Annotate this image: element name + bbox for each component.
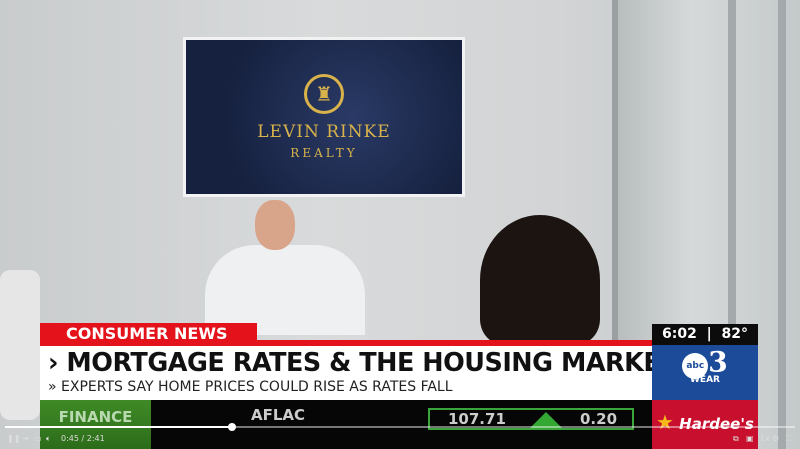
stock-ticker: AFLAC 107.71 0.20 xyxy=(151,400,652,449)
speed-button[interactable]: 1x xyxy=(760,434,770,443)
captions-icon[interactable]: ▣ xyxy=(746,434,754,443)
station-logo: abc 3 WEAR xyxy=(652,345,758,400)
interviewee xyxy=(200,195,370,335)
cast-icon[interactable]: ▭ xyxy=(34,434,42,443)
up-arrow-icon xyxy=(530,412,562,428)
tv-brand-1: LEVIN RINKE xyxy=(257,122,391,142)
pip-icon[interactable]: ⧉ xyxy=(733,434,739,443)
abc-logo-icon: abc xyxy=(682,353,709,379)
settings-icon[interactable]: ⚙ xyxy=(772,434,780,443)
stock-quote: 107.71 0.20 xyxy=(428,408,634,430)
callsign: WEAR xyxy=(690,375,720,385)
progress-bar[interactable] xyxy=(5,423,795,431)
skip-icon[interactable]: ⇥ xyxy=(22,434,29,443)
ticker-company: AFLAC xyxy=(251,406,306,424)
wall-tv: ♜ LEVIN RINKE REALTY xyxy=(183,37,465,197)
time-display: 0:45 / 2:41 xyxy=(61,434,105,443)
subheadline: » EXPERTS SAY HOME PRICES COULD RISE AS … xyxy=(48,379,453,395)
interviewer xyxy=(470,215,610,345)
channel-number: 3 xyxy=(708,345,728,379)
tv-brand-2: REALTY xyxy=(290,146,358,160)
headline: › MORTGAGE RATES & THE HOUSING MARKET xyxy=(48,348,678,378)
volume-icon[interactable]: 🔈︎ xyxy=(46,434,51,443)
lighthouse-logo-icon: ♜ xyxy=(304,74,344,114)
stock-price: 107.71 xyxy=(448,410,506,428)
fullscreen-icon[interactable]: ⛶ xyxy=(786,434,792,443)
red-rule xyxy=(40,340,652,346)
pause-icon[interactable]: ❚❚ xyxy=(7,434,21,443)
sponsor-logo: ★ Hardee's xyxy=(652,400,758,449)
category-label: CONSUMER NEWS xyxy=(66,324,228,343)
headline-band: › MORTGAGE RATES & THE HOUSING MARKET » … xyxy=(40,346,678,400)
star-icon: ★ xyxy=(656,410,674,434)
time-temp: 6:02 | 82° xyxy=(652,324,758,345)
ticker-section: FINANCE xyxy=(40,400,151,449)
category-tab: CONSUMER NEWS xyxy=(40,323,257,345)
progress-handle[interactable] xyxy=(228,423,236,431)
chair xyxy=(0,270,40,420)
stock-change: 0.20 xyxy=(580,410,618,428)
